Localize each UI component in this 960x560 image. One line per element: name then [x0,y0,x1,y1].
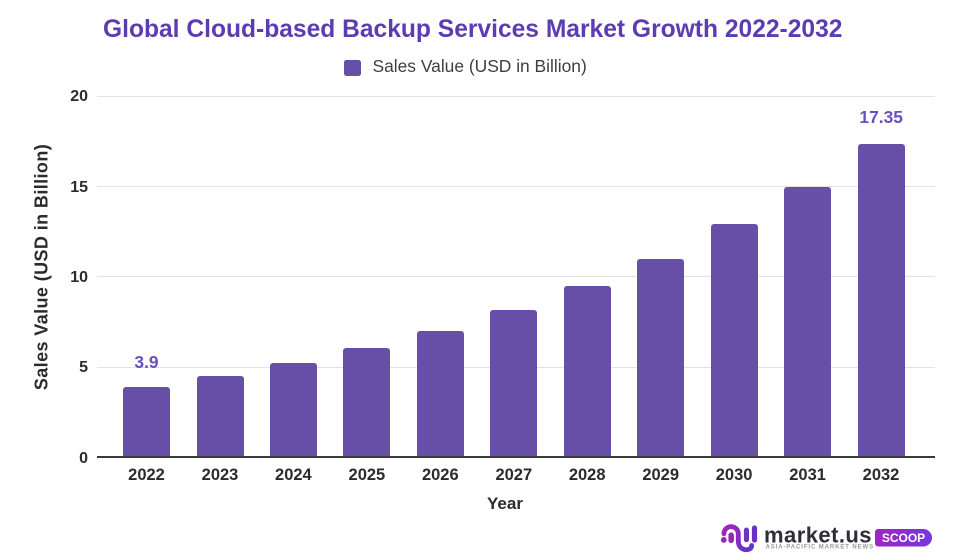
svg-text:ASIA-PACIFIC MARKET NEWS: ASIA-PACIFIC MARKET NEWS [766,545,875,551]
svg-text:market.us: market.us [764,522,872,547]
svg-text:SCOOP: SCOOP [882,531,925,545]
